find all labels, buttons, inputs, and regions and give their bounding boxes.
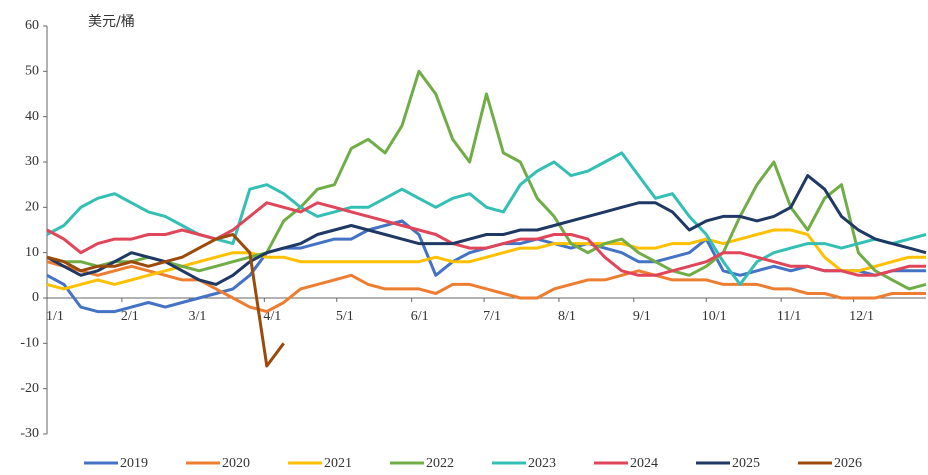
y-tick-label: 50 bbox=[25, 64, 39, 79]
x-tick-label: 7/1 bbox=[483, 309, 501, 324]
legend-label: 2025 bbox=[732, 456, 760, 471]
x-tick-label: 5/1 bbox=[336, 309, 354, 324]
y-tick-label: -20 bbox=[20, 381, 39, 396]
y-tick-label: -30 bbox=[20, 426, 39, 441]
y-tick-label: 60 bbox=[25, 18, 39, 33]
y-tick-label: 0 bbox=[32, 290, 39, 305]
y-tick-label: -10 bbox=[20, 336, 39, 351]
legend-label: 2021 bbox=[324, 456, 352, 471]
series-line bbox=[46, 233, 285, 368]
series-line bbox=[46, 201, 926, 277]
legend-label: 2024 bbox=[630, 456, 658, 471]
series-line bbox=[46, 69, 927, 291]
series-line bbox=[46, 174, 927, 286]
y-axis-label: 美元/桶 bbox=[88, 14, 135, 30]
legend-label: 2026 bbox=[834, 456, 862, 471]
y-tick-label: 30 bbox=[25, 154, 39, 169]
x-tick-label: 9/1 bbox=[633, 309, 651, 324]
x-tick-label: 10/1 bbox=[702, 309, 727, 324]
legend-label: 2019 bbox=[120, 456, 148, 471]
legend-label: 2020 bbox=[222, 456, 250, 471]
x-tick-label: 11/1 bbox=[777, 309, 801, 324]
x-tick-label: 8/1 bbox=[558, 309, 576, 324]
y-tick-label: 40 bbox=[25, 109, 39, 124]
x-tick-label: 6/1 bbox=[411, 309, 429, 324]
x-tick-label: 12/1 bbox=[849, 309, 874, 324]
y-tick-label: 10 bbox=[25, 245, 39, 260]
x-tick-label: 2/1 bbox=[121, 309, 139, 324]
legend-label: 2023 bbox=[528, 456, 556, 471]
x-tick-label: 3/1 bbox=[189, 309, 207, 324]
series-line bbox=[46, 260, 926, 314]
series-line bbox=[46, 228, 926, 291]
y-tick-label: 20 bbox=[25, 200, 39, 215]
legend-label: 2022 bbox=[426, 456, 454, 471]
x-tick-label: 4/1 bbox=[263, 309, 281, 324]
x-tick-label: 1/1 bbox=[46, 309, 64, 324]
